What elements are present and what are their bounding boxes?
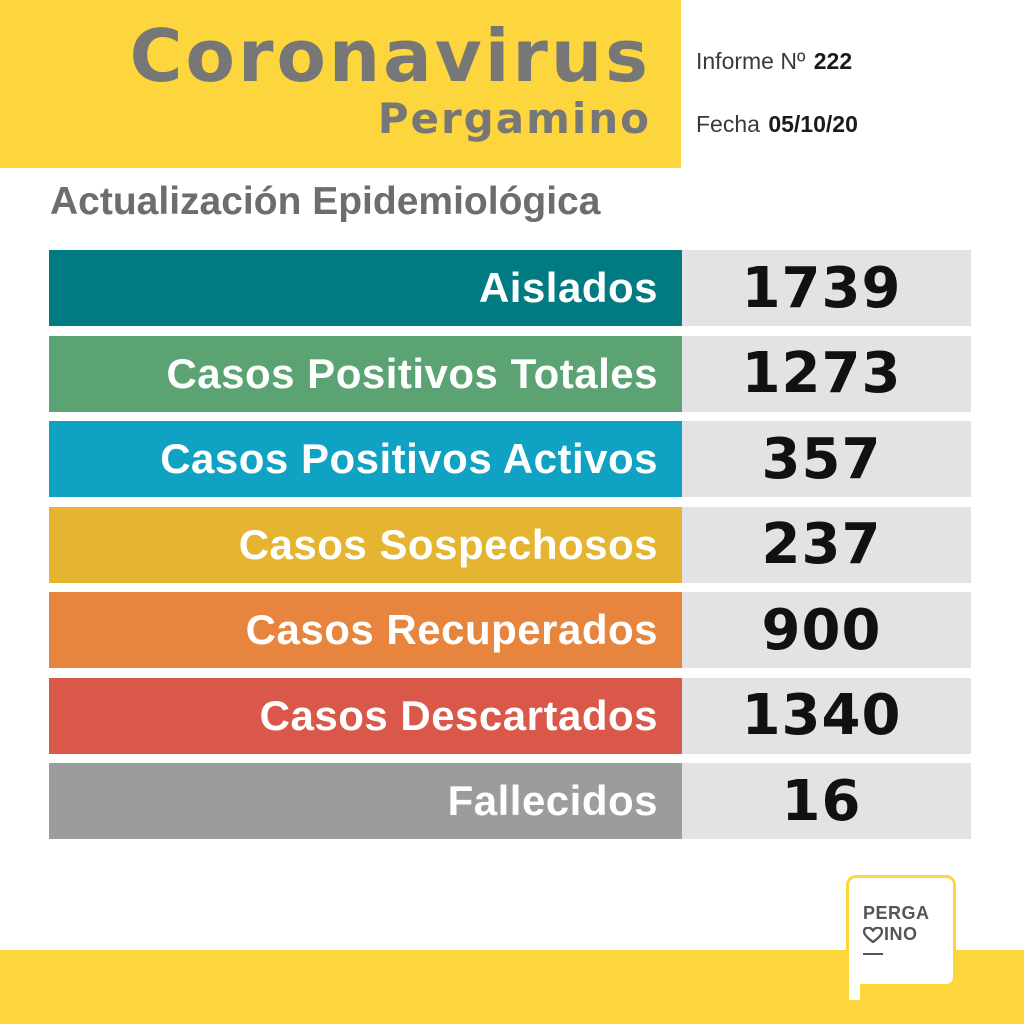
stat-label: Fallecidos	[49, 763, 682, 839]
stat-row-positivos-totales: Casos Positivos Totales 1273	[49, 335, 971, 412]
logo-line-2-text: INO	[884, 924, 918, 944]
pergamino-logo: PERGA INO	[846, 875, 956, 987]
stat-row-descartados: Casos Descartados 1340	[49, 677, 971, 754]
stat-value: 357	[682, 421, 971, 497]
report-number-value: 222	[813, 48, 853, 74]
stat-label: Casos Sospechosos	[49, 506, 682, 583]
stat-value: 1273	[682, 335, 971, 412]
stat-value: 16	[682, 763, 971, 839]
logo-line-1: PERGA	[863, 903, 930, 923]
stat-row-recuperados: Casos Recuperados 900	[49, 592, 971, 668]
logo-tail	[846, 980, 860, 1000]
stat-label: Casos Positivos Totales	[49, 335, 682, 412]
stat-label: Casos Recuperados	[49, 592, 682, 668]
heart-icon	[863, 927, 883, 944]
report-date-value: 05/10/20	[768, 111, 858, 137]
stat-row-fallecidos: Fallecidos 16	[49, 763, 971, 839]
stat-row-positivos-activos: Casos Positivos Activos 357	[49, 421, 971, 497]
logo-underline	[863, 953, 883, 955]
report-number: Informe Nº 222	[696, 48, 852, 75]
header-band	[0, 0, 681, 168]
stat-label: Casos Descartados	[49, 677, 682, 754]
stat-value: 900	[682, 592, 971, 668]
stat-row-aislados: Aislados 1739	[49, 250, 971, 326]
report-date: Fecha 05/10/20	[696, 111, 858, 138]
logo-line-2: INO	[863, 924, 930, 945]
stats-table: Aislados 1739 Casos Positivos Totales 12…	[49, 250, 971, 849]
stat-label: Casos Positivos Activos	[49, 421, 682, 497]
section-heading: Actualización Epidemiológica	[50, 180, 601, 223]
stat-value: 1739	[682, 250, 971, 326]
page-title: Coronavirus	[129, 14, 651, 98]
stat-value: 237	[682, 506, 971, 583]
page-subtitle: Pergamino	[377, 94, 651, 143]
logo-wordmark: PERGA INO	[863, 903, 930, 945]
stat-row-sospechosos: Casos Sospechosos 237	[49, 506, 971, 583]
report-number-label: Informe Nº	[696, 48, 806, 74]
stat-label: Aislados	[49, 250, 682, 326]
stat-value: 1340	[682, 677, 971, 754]
report-date-label: Fecha	[696, 111, 760, 137]
